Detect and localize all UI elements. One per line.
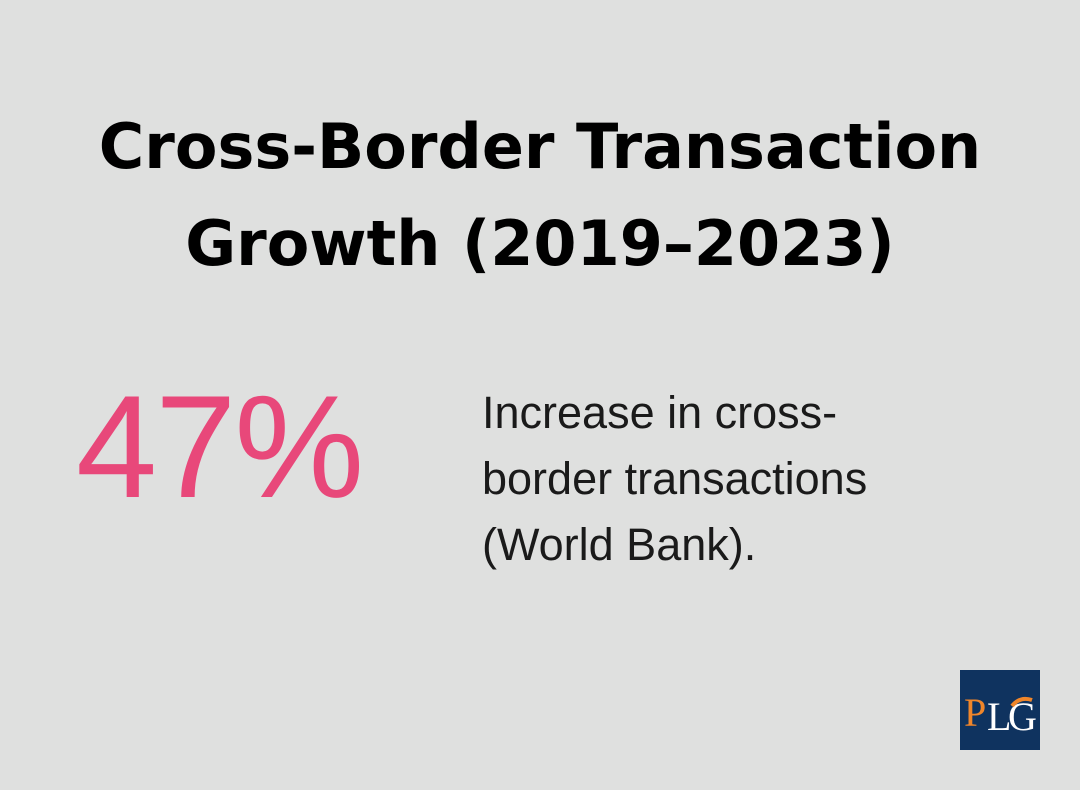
stat-value: 47% (76, 365, 364, 528)
svg-text:G: G (1008, 694, 1037, 739)
svg-text:L: L (987, 694, 1011, 739)
description-line-3: (World Bank). (482, 519, 757, 570)
description-line-1: Increase in cross- (482, 387, 838, 438)
plg-logo: P L G (960, 670, 1040, 750)
svg-text:P: P (964, 690, 986, 735)
page-title: Cross-Border Transaction Growth (2019–20… (0, 98, 1080, 292)
title-line-1: Cross-Border Transaction (98, 110, 982, 183)
stat-description: Increase in cross- border transactions (… (482, 380, 952, 578)
description-line-2: border transactions (482, 453, 868, 504)
title-line-2: Growth (2019–2023) (185, 207, 895, 280)
